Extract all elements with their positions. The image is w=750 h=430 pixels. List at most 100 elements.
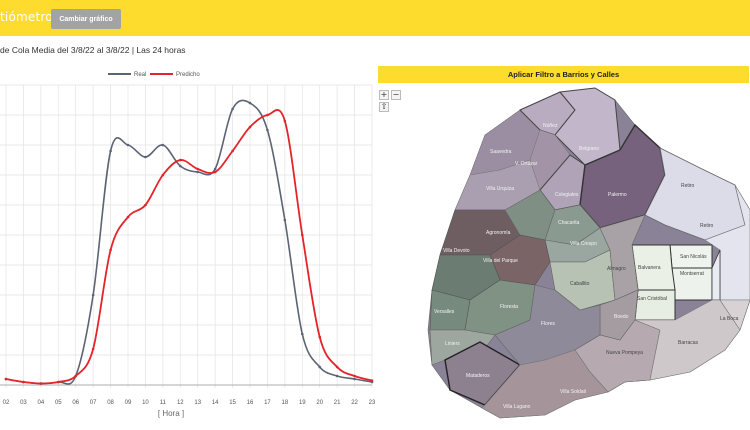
chart-subtitle: de Cola Media del 3/8/22 al 3/8/22 | Las… [0,45,186,55]
data-point-predicho[interactable] [4,377,8,381]
x-tick-label: 14 [212,400,219,406]
legend-label-predicho: Predicho [176,72,200,78]
data-point-predicho[interactable] [161,173,165,177]
data-point-real[interactable] [248,101,252,105]
x-tick-label: 17 [264,400,271,406]
data-point-predicho[interactable] [56,380,60,384]
data-point-real[interactable] [283,218,287,222]
data-point-real[interactable] [213,167,217,171]
region-barracas[interactable] [634,299,741,381]
data-point-predicho[interactable] [126,215,130,219]
zoom-out-button[interactable]: − [391,90,401,100]
data-point-predicho[interactable] [178,158,182,162]
data-point-predicho[interactable] [74,374,78,378]
change-chart-button[interactable]: Cambiar gráfico [51,9,121,29]
label-devoto: Villa Devoto [443,248,470,254]
data-point-predicho[interactable] [196,167,200,171]
data-point-real[interactable] [144,155,147,159]
label-chacarita: Chacarita [558,220,580,226]
label-mataderos: Mataderos [466,373,490,379]
data-point-predicho[interactable] [283,119,287,123]
x-tick-label: 09 [125,400,132,406]
data-point-predicho[interactable] [39,382,43,385]
label-almagro: Almagro [607,266,626,272]
data-point-predicho[interactable] [22,380,25,384]
region-sancristobal[interactable] [634,289,676,321]
data-point-predicho[interactable] [213,170,217,174]
data-point-real[interactable] [318,365,322,369]
data-point-predicho[interactable] [266,113,269,117]
region-lugano[interactable] [481,349,609,419]
data-point-real[interactable] [178,164,182,168]
data-point-real[interactable] [231,107,234,111]
label-pompeya: Nueva Pompeya [606,350,643,356]
app-title: tiómetro [0,10,53,24]
label-lugano: Villa Lugano [503,404,531,410]
data-point-real[interactable] [109,149,112,153]
data-point-predicho[interactable] [335,365,339,369]
label-colegiales: Colegiales [555,192,579,198]
series-line-real [5,99,373,385]
data-point-predicho[interactable] [353,374,356,378]
data-point-real[interactable] [161,143,165,147]
data-point-real[interactable] [91,293,95,297]
data-point-predicho[interactable] [248,125,252,129]
x-tick-label: 10 [142,400,149,406]
data-point-predicho[interactable] [109,248,112,252]
x-tick-label: 04 [38,400,45,406]
chart-grid [0,84,373,388]
data-point-predicho[interactable] [91,347,95,351]
x-tick-label: 23 [369,400,376,406]
data-point-real[interactable] [266,128,269,132]
region-boca[interactable] [719,299,750,331]
data-point-real[interactable] [126,143,130,147]
zoom-in-button[interactable]: + [379,90,389,100]
x-tick-label: 20 [316,400,323,406]
chart-series [4,99,374,385]
reset-view-button[interactable]: ⇧ [379,102,389,112]
x-tick-label: 08 [107,400,114,406]
line-chart: Real Predicho 02 03 04 05 06 07 08 09 10 11 12 13 14… [0,72,376,418]
label-sancristobal: San Cristóbal [637,296,667,302]
label-retiro: Retiro [700,223,714,229]
label-versalles: Versalles [434,309,455,315]
x-tick-label: 19 [299,400,306,406]
x-tick-label: 21 [334,400,341,406]
x-tick-label: 12 [177,400,184,406]
label-montserrat: Montserrat [680,271,705,277]
x-axis-label: [ Hora ] [158,409,184,418]
label-floresta: Floresta [500,304,518,310]
label-belgrano: Belgrano [579,146,599,152]
label-flores: Flores [541,321,555,327]
label-liniers: Liniers [445,341,460,347]
x-tick-label: 11 [160,400,167,406]
data-point-predicho[interactable] [318,335,322,339]
label-soldati: Villa Soldati [560,389,586,395]
data-point-real[interactable] [353,377,356,381]
data-point-predicho[interactable] [231,149,234,153]
data-point-predicho[interactable] [144,203,147,207]
label-urquiza: Villa Urquiza [486,186,514,192]
x-tick-label: 05 [55,400,62,406]
data-point-real[interactable] [335,374,339,378]
apply-filter-button[interactable]: Aplicar Filtro a Barrios y Calles [378,66,749,83]
label-crespo: Villa Crespo [570,241,597,247]
neighborhood-map[interactable]: Núñez Belgrano Saavedra Villa Urquiza V.… [378,84,750,424]
x-tick-label: 03 [20,400,27,406]
label-saavedra: Saavedra [490,149,512,155]
x-tick-label: 15 [229,400,236,406]
data-point-predicho[interactable] [300,233,304,237]
data-point-real[interactable] [300,332,304,336]
label-caballito: Caballito [570,281,590,287]
label-palermo: Palermo [608,192,627,198]
label-agronomia: Agronomía [486,230,511,236]
x-tick-label: 07 [90,400,97,406]
label-parque: Villa del Parque [483,258,518,264]
x-tick-label: 13 [194,400,201,406]
data-point-predicho[interactable] [370,379,374,382]
chart-legend[interactable]: Real Predicho [108,72,200,78]
x-tick-label: 06 [72,400,79,406]
label-boca: La Boca [720,316,739,322]
data-point-real[interactable] [196,170,200,174]
label-retiro-north: Retiro [681,183,695,189]
